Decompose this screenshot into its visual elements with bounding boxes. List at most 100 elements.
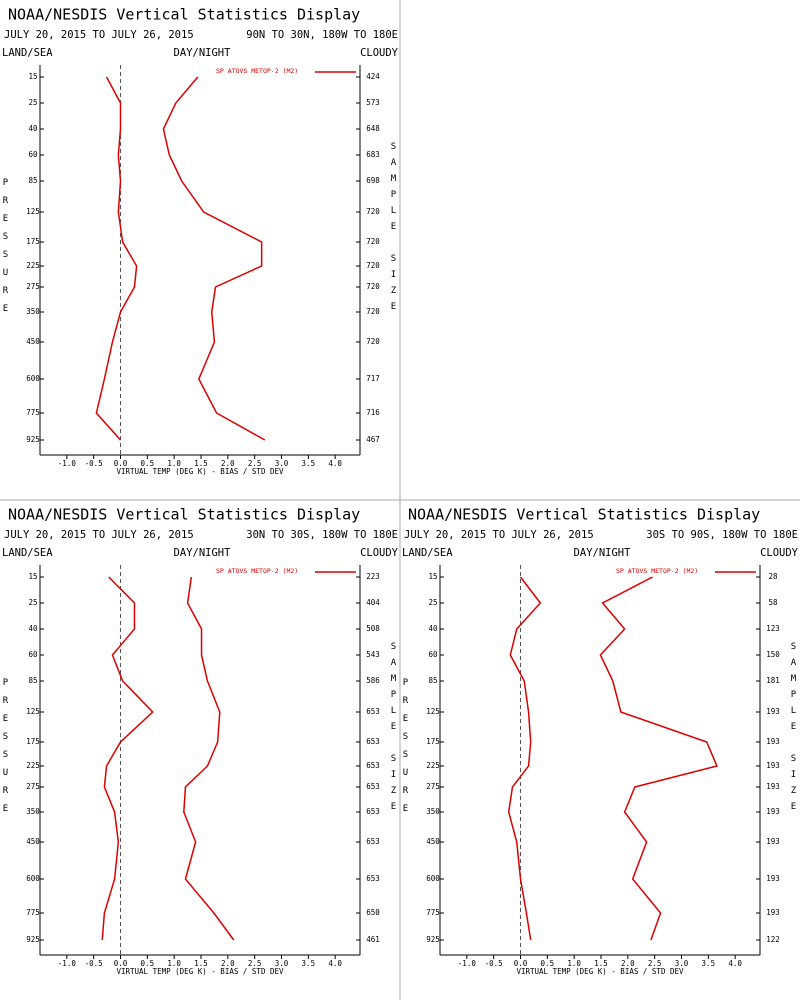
- sample-size: 650: [366, 908, 380, 917]
- y2-axis-label: SAMPLE SIZE: [389, 142, 399, 318]
- cloudy: CLOUDY: [360, 47, 399, 59]
- y-tick-label: 775: [426, 908, 440, 917]
- y-tick-label: 350: [426, 807, 440, 816]
- y-tick-label: 775: [26, 908, 40, 917]
- y-tick-label: 450: [426, 837, 440, 846]
- sample-size: 653: [366, 837, 380, 846]
- sample-size: 193: [766, 761, 780, 770]
- sample-size: 653: [366, 807, 380, 816]
- y-tick-label: 15: [28, 72, 37, 81]
- y-tick-label: 450: [26, 337, 40, 346]
- y2-axis-label: SAMPLE SIZE: [389, 642, 399, 818]
- cloudy: CLOUDY: [760, 547, 799, 559]
- sample-size: 223: [366, 572, 380, 581]
- panel-title: NOAA/NESDIS Vertical Statistics Display: [408, 506, 760, 524]
- y-axis-label: PRESSURE: [401, 678, 411, 822]
- day-night: DAY/NIGHT: [174, 47, 232, 59]
- sample-size: 717: [366, 374, 380, 383]
- profile-line: [95, 76, 138, 441]
- sample-size: 720: [366, 237, 380, 246]
- x-tick-label: 2.0: [221, 459, 235, 468]
- y-tick-label: 225: [26, 261, 40, 270]
- y-tick-label: 925: [426, 935, 440, 944]
- x-tick-label: 1.0: [167, 459, 181, 468]
- sample-size: 150: [766, 650, 780, 659]
- y-tick-label: 175: [426, 737, 440, 746]
- x-tick-label: -1.0: [458, 959, 477, 968]
- y-tick-label: 85: [28, 176, 37, 185]
- x-axis-label: VIRTUAL TEMP (DEG K) - BIAS / STD DEV: [116, 467, 284, 476]
- sample-size: 193: [766, 707, 780, 716]
- x-tick-label: -1.0: [58, 459, 77, 468]
- sample-size: 404: [366, 598, 380, 607]
- x-tick-label: 2.0: [221, 959, 235, 968]
- sample-size: 653: [366, 782, 380, 791]
- y-tick-label: 600: [426, 874, 440, 883]
- sample-size: 543: [366, 650, 380, 659]
- day-night: DAY/NIGHT: [574, 547, 632, 559]
- y-tick-label: 925: [26, 935, 40, 944]
- x-tick-label: 3.5: [302, 459, 316, 468]
- panel: NOAA/NESDIS Vertical Statistics Display J…: [1, 6, 399, 477]
- y-tick-label: 275: [26, 782, 40, 791]
- x-tick-label: 2.0: [621, 959, 635, 968]
- x-tick-label: 4.0: [728, 959, 742, 968]
- y-tick-label: 175: [26, 237, 40, 246]
- day-night: DAY/NIGHT: [174, 547, 232, 559]
- sample-size: 424: [366, 72, 380, 81]
- date-range: JULY 20, 2015 TO JULY 26, 2015: [404, 529, 594, 541]
- sample-size: 653: [366, 761, 380, 770]
- profile-line: [183, 576, 235, 941]
- x-tick-label: 4.0: [328, 959, 342, 968]
- region: 90N TO 30N, 180W TO 180E: [246, 29, 398, 41]
- x-tick-label: 3.0: [675, 959, 689, 968]
- sample-size: 122: [766, 935, 780, 944]
- y-tick-label: 85: [28, 676, 37, 685]
- x-tick-label: 3.0: [275, 459, 289, 468]
- x-tick-label: -1.0: [58, 959, 77, 968]
- sample-size: 193: [766, 807, 780, 816]
- y-tick-label: 275: [26, 282, 40, 291]
- profile-line: [507, 576, 542, 941]
- panel: NOAA/NESDIS Vertical Statistics Display J…: [1, 506, 399, 977]
- sample-size: 181: [766, 676, 780, 685]
- land-sea: LAND/SEA: [2, 47, 53, 59]
- profile-line: [599, 576, 718, 941]
- sample-size: 123: [766, 624, 780, 633]
- y-tick-label: 85: [428, 676, 437, 685]
- x-axis-label: VIRTUAL TEMP (DEG K) - BIAS / STD DEV: [516, 967, 684, 976]
- x-tick-label: 0.5: [141, 959, 155, 968]
- sample-size: 653: [366, 707, 380, 716]
- y-tick-label: 40: [428, 624, 438, 633]
- sample-size: 193: [766, 737, 780, 746]
- x-tick-label: -0.5: [85, 459, 103, 468]
- x-tick-label: 1.5: [594, 959, 608, 968]
- x-tick-label: 2.5: [248, 959, 262, 968]
- y-tick-label: 15: [28, 572, 37, 581]
- x-tick-label: 0.5: [141, 459, 155, 468]
- region: 30S TO 90S, 180W TO 180E: [646, 529, 798, 541]
- sample-size: 720: [366, 207, 380, 216]
- panel-title: NOAA/NESDIS Vertical Statistics Display: [8, 6, 360, 24]
- y-tick-label: 60: [28, 150, 38, 159]
- y-tick-label: 25: [428, 598, 437, 607]
- y-tick-label: 775: [26, 408, 40, 417]
- x-tick-label: 4.0: [328, 459, 342, 468]
- sample-size: 58: [768, 598, 778, 607]
- sample-size: 573: [366, 98, 380, 107]
- x-tick-label: 2.5: [248, 459, 262, 468]
- x-tick-label: -0.5: [85, 959, 103, 968]
- y-tick-label: 175: [26, 737, 40, 746]
- profile-line: [101, 576, 154, 941]
- x-tick-label: 0.0: [114, 459, 128, 468]
- sample-size: 653: [366, 874, 380, 883]
- date-range: JULY 20, 2015 TO JULY 26, 2015: [4, 529, 194, 541]
- y-tick-label: 600: [26, 374, 40, 383]
- sample-size: 698: [366, 176, 380, 185]
- y-tick-label: 125: [26, 707, 40, 716]
- y-tick-label: 450: [26, 837, 40, 846]
- profile-line: [162, 76, 266, 441]
- legend-label: SP ATOVS METOP-2 (M2): [616, 567, 698, 575]
- y-tick-label: 600: [26, 874, 40, 883]
- sample-size: 720: [366, 282, 380, 291]
